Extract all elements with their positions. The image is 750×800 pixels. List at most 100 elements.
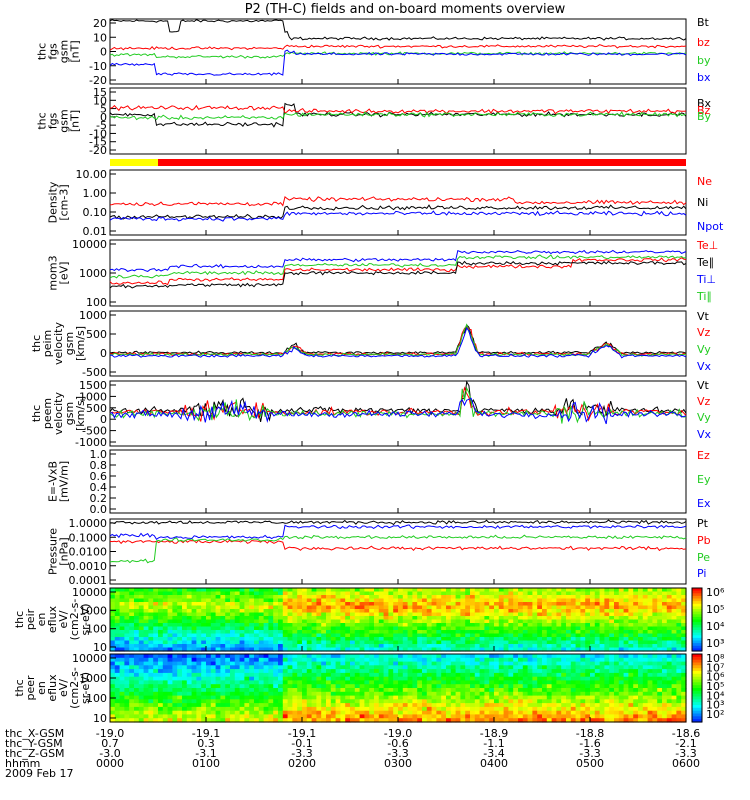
heatmap-cell <box>292 703 298 708</box>
heatmap-cell <box>354 676 361 682</box>
heatmap-cell <box>556 706 562 712</box>
xaxis-row-value: 0500 <box>576 757 604 770</box>
heatmap-cell <box>134 676 140 682</box>
heatmap-cell <box>239 714 245 719</box>
heatmap-cell <box>340 647 346 652</box>
heatmap-cell <box>642 640 649 645</box>
heatmap-cell <box>191 598 197 603</box>
heatmap-cell <box>623 676 629 682</box>
panel-frame <box>109 449 687 514</box>
heatmap-cell <box>652 633 658 638</box>
heatmap-cell <box>311 654 317 659</box>
heatmap-cell <box>561 654 567 659</box>
heatmap-cell <box>393 672 399 678</box>
heatmap-cell <box>383 609 389 614</box>
heatmap-cell <box>110 718 116 723</box>
ylabel-p4: mom3[eV] <box>47 255 71 290</box>
heatmap-cell <box>249 706 255 712</box>
heatmap-cell <box>249 688 255 693</box>
heatmap-cell <box>647 623 653 628</box>
heatmap-cell <box>513 661 519 666</box>
heatmap-cell <box>503 616 509 621</box>
heatmap-cell <box>402 612 409 617</box>
heatmap-cell <box>225 647 231 652</box>
heatmap-cell <box>345 630 351 635</box>
heatmap-cell <box>671 602 677 607</box>
heatmap-cell <box>249 605 255 610</box>
heatmap-cell <box>470 680 476 685</box>
legend-Ni: Ni <box>697 196 708 209</box>
heatmap-cell <box>220 616 226 621</box>
heatmap-cell <box>676 710 682 716</box>
legend-Ti⊥: Ti⊥ <box>696 273 716 286</box>
heatmap-cell <box>484 602 490 607</box>
heatmap-cell <box>268 630 274 635</box>
heatmap-cell <box>210 623 217 628</box>
heatmap-cell <box>388 647 394 652</box>
heatmap-cell <box>110 706 116 712</box>
ylabel-p3: Density[cm-3] <box>47 181 71 223</box>
heatmap-cell <box>604 588 610 593</box>
heatmap-cell <box>570 714 577 719</box>
heatmap-cell <box>321 669 327 674</box>
heatmap-cell <box>590 612 596 617</box>
heatmap-cell <box>436 654 442 659</box>
heatmap-cell <box>311 661 317 666</box>
xaxis-row-label: thc_Z-GSM <box>5 747 65 760</box>
heatmap-cell <box>441 703 447 708</box>
heatmap-cell <box>575 680 581 685</box>
heatmap-cell <box>498 605 505 610</box>
heatmap-cell <box>566 598 572 603</box>
heatmap-cell <box>138 676 145 682</box>
heatmap-cell <box>206 680 212 685</box>
heatmap-cell <box>330 644 337 649</box>
heatmap-cell <box>426 616 433 621</box>
heatmap-cell <box>134 637 140 642</box>
heatmap-cell <box>282 637 289 642</box>
heatmap-cell <box>585 637 591 642</box>
heatmap-cell <box>388 644 394 649</box>
heatmap-cell <box>316 718 322 723</box>
heatmap-cell <box>162 695 169 700</box>
ytick-label: 0.8 <box>90 459 108 472</box>
heatmap-cell <box>594 657 601 663</box>
heatmap-cell <box>297 640 303 645</box>
heatmap-cell <box>666 699 673 704</box>
heatmap-cell <box>378 588 385 593</box>
heatmap-cell <box>532 703 538 708</box>
heatmap-cell <box>364 691 370 697</box>
heatmap-cell <box>671 623 677 628</box>
heatmap-cell <box>628 637 634 642</box>
heatmap-cell <box>225 676 231 682</box>
heatmap-cell <box>647 657 653 663</box>
heatmap-cell <box>186 714 193 719</box>
heatmap-cell <box>383 676 389 682</box>
heatmap-cell <box>647 684 653 689</box>
heatmap-cell <box>494 688 500 693</box>
heatmap-cell <box>134 619 140 624</box>
heatmap-cell <box>609 637 615 642</box>
heatmap-cell <box>594 602 601 607</box>
heatmap-cell <box>345 616 351 621</box>
ytick-label: 0.0100 <box>69 546 108 559</box>
heatmap-cell <box>652 644 658 649</box>
heatmap-cell <box>561 661 567 666</box>
heatmap-cell <box>316 669 322 674</box>
heatmap-cell <box>167 609 173 614</box>
heatmap-cell <box>210 647 217 652</box>
heatmap-cell <box>134 688 140 693</box>
heatmap-cell <box>412 630 418 635</box>
legend-Bt: Bt <box>697 16 710 29</box>
heatmap-cell <box>215 703 221 708</box>
heatmap-cell <box>417 633 423 638</box>
heatmap-cell <box>566 718 572 723</box>
heatmap-cell <box>551 706 557 712</box>
heatmap-cell <box>542 661 548 666</box>
heatmap-cell <box>388 676 394 682</box>
heatmap-cell <box>186 676 193 682</box>
heatmap-cell <box>671 654 677 659</box>
heatmap-cell <box>527 680 533 685</box>
heatmap-cell <box>633 602 639 607</box>
heatmap-cell <box>614 661 620 666</box>
heatmap-cell <box>220 609 226 614</box>
